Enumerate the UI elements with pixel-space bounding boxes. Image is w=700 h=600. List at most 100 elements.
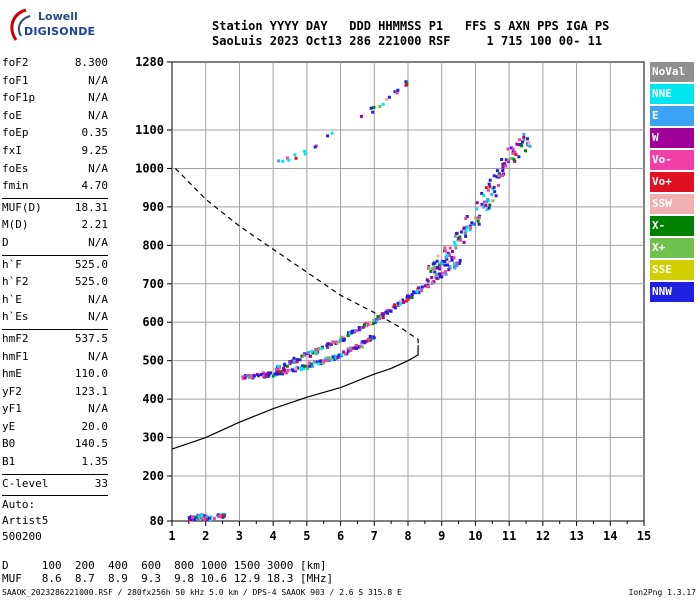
- legend: NoVal NNE E W Vo- Vo+ SSW X- X+ SSE NNW: [650, 62, 694, 304]
- echo-point: [453, 234, 457, 238]
- echo-point: [379, 314, 383, 318]
- y-tick-label: 1280: [135, 55, 164, 69]
- param-row-fof1: foF1 N/A: [2, 74, 166, 92]
- echo-point: [187, 516, 191, 520]
- echo-point: [455, 232, 458, 236]
- echo-point: [331, 355, 335, 359]
- param-row-hf: h`F 525.0: [2, 258, 166, 276]
- echo-point: [329, 343, 333, 347]
- echo-point: [399, 299, 402, 303]
- echo-point: [352, 346, 355, 350]
- echo-point: [443, 263, 447, 267]
- echo-point: [277, 159, 281, 163]
- echo-point: [511, 149, 515, 153]
- echo-point: [305, 365, 309, 368]
- echo-point: [276, 364, 280, 368]
- echo-point: [497, 183, 500, 187]
- param-value: N/A: [88, 349, 108, 363]
- echo-point: [221, 514, 225, 518]
- echo-point: [281, 372, 285, 376]
- echo-point: [497, 173, 501, 177]
- param-value: 537.5: [74, 331, 108, 345]
- echo-point: [419, 289, 423, 293]
- echo-point: [200, 516, 204, 520]
- param-label: h`F2: [2, 275, 29, 289]
- param-value: 33: [94, 476, 108, 490]
- echo-point: [389, 309, 393, 313]
- echo-point: [216, 513, 220, 517]
- y-tick-label: 80: [150, 514, 164, 528]
- echo-point: [359, 114, 363, 118]
- autoscaling-info-line: Auto:: [2, 498, 36, 512]
- echo-point: [308, 364, 312, 368]
- echo-point: [287, 158, 291, 162]
- echo-point: [491, 199, 495, 203]
- echo-point: [301, 364, 304, 368]
- echo-point: [464, 234, 468, 238]
- echo-point: [438, 272, 442, 276]
- echo-point: [431, 267, 434, 271]
- echo-point: [306, 367, 309, 371]
- param-value: N/A: [88, 402, 108, 416]
- echo-point: [348, 332, 352, 336]
- legend-item-noval: NoVal: [650, 62, 694, 82]
- echo-point: [371, 110, 375, 114]
- legend-item-xminus: X-: [650, 216, 694, 236]
- echo-point: [334, 342, 338, 345]
- param-label: D: [2, 235, 9, 249]
- echo-point: [261, 371, 265, 375]
- echo-point: [318, 359, 322, 363]
- echo-point: [303, 364, 307, 368]
- param-label: yF1: [2, 402, 22, 416]
- echo-point: [475, 207, 479, 211]
- echo-point: [408, 294, 412, 298]
- echo-point: [485, 208, 489, 212]
- param-label: B0: [2, 437, 16, 451]
- echo-point: [438, 274, 442, 278]
- param-value: 9.25: [81, 143, 109, 157]
- echo-point: [396, 88, 400, 92]
- header-line-1: Station YYYY DAY DDD HHMMSS P1 FFS S AXN…: [212, 19, 610, 33]
- param-separator: [2, 197, 108, 199]
- station-header: Station YYYY DAY DDD HHMMSS P1 FFS S AXN…: [212, 19, 609, 49]
- echo-point: [501, 169, 505, 172]
- echo-point: [330, 131, 334, 135]
- echo-point: [375, 319, 379, 323]
- echo-point: [250, 375, 254, 379]
- echo-point: [248, 374, 252, 378]
- echo-point: [378, 317, 382, 321]
- echo-point: [512, 158, 516, 162]
- legend-item-w: W: [650, 128, 694, 148]
- echo-point: [482, 200, 486, 204]
- echo-point: [282, 366, 286, 370]
- autoscaling-info-line: 500200: [2, 530, 42, 544]
- echo-point: [198, 516, 202, 520]
- param-value: 140.5: [74, 437, 108, 451]
- x-tick-label: 8: [404, 529, 411, 543]
- echo-point: [484, 186, 488, 190]
- param-value: N/A: [88, 108, 108, 122]
- echo-point: [381, 102, 385, 106]
- echo-point: [202, 514, 206, 518]
- echo-point: [372, 336, 376, 340]
- echo-point: [480, 192, 484, 195]
- echo-point: [369, 106, 373, 110]
- echo-point: [453, 266, 457, 270]
- echo-point: [355, 329, 359, 333]
- echo-point: [501, 165, 505, 169]
- param-value: 1.35: [81, 455, 109, 469]
- echo-point: [380, 312, 384, 316]
- x-tick-label: 4: [270, 529, 277, 543]
- echo-point: [495, 169, 499, 173]
- echo-point: [477, 216, 480, 220]
- param-label: foEp: [2, 126, 29, 140]
- echo-point: [440, 262, 444, 266]
- echo-point: [334, 340, 338, 344]
- echo-point: [280, 369, 284, 373]
- echo-point: [513, 150, 517, 154]
- echo-point: [458, 258, 462, 262]
- echo-point: [247, 376, 251, 379]
- echo-point: [298, 366, 302, 370]
- echo-point: [492, 174, 496, 178]
- param-label: hmF1: [2, 349, 29, 363]
